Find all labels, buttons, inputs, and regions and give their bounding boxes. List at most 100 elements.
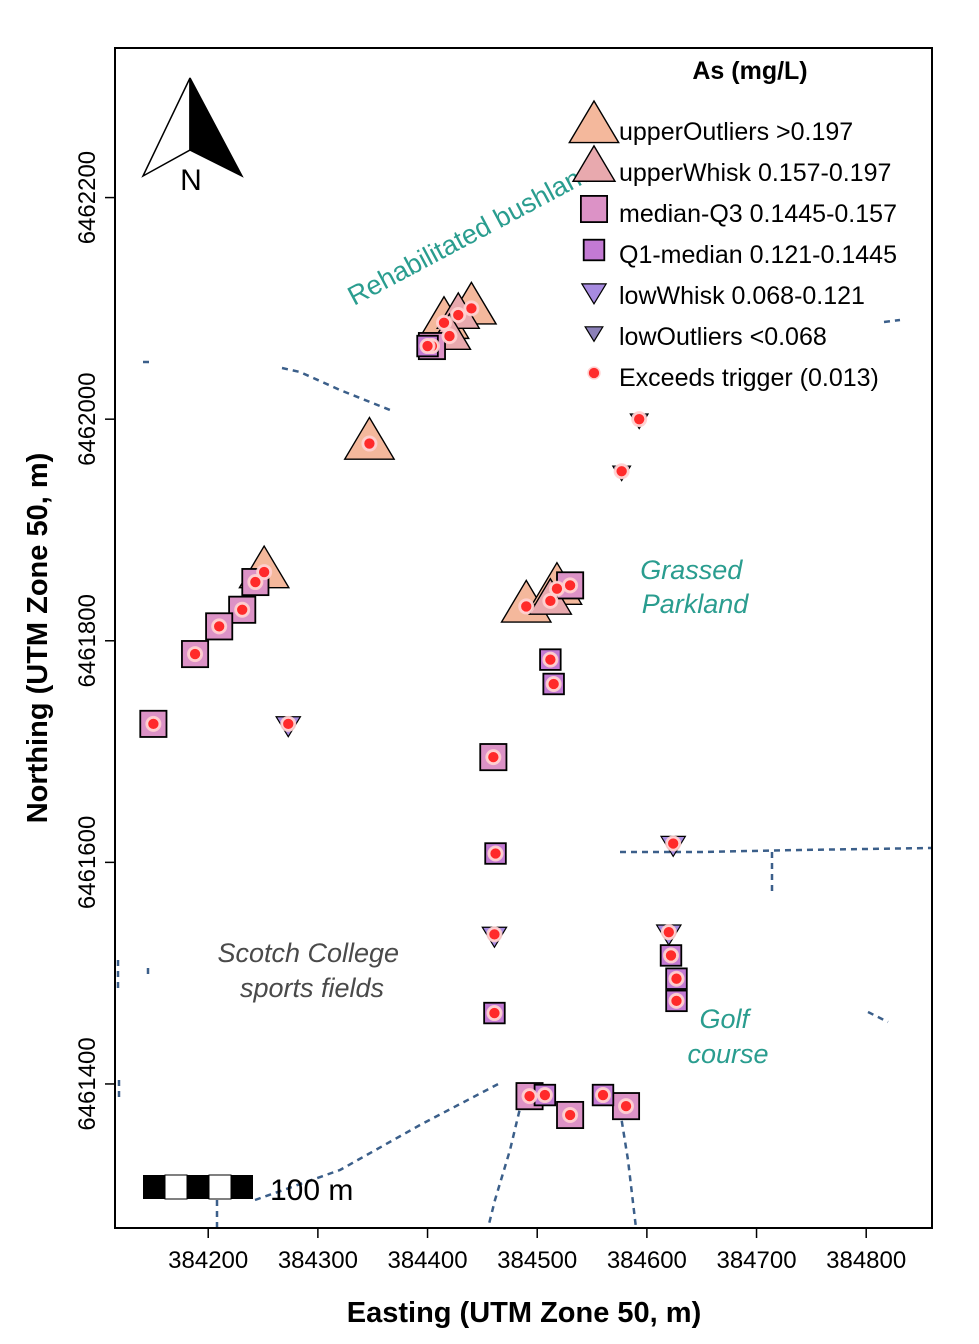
scale-bar-segment-5 [231,1175,253,1199]
y-tick-label-6462000: 6462000 [74,372,101,465]
exceeds-marker-6 [451,308,465,322]
exceeds-marker-26 [596,1088,610,1102]
exceeds-marker-12 [212,619,226,634]
legend-symbol-lowOutliers [584,326,604,343]
legend-symbol-medianQ3 [579,194,609,224]
boundary-line-northeast-stub [883,318,901,324]
exceeds-marker-13 [188,647,202,661]
legend-item-medianQ3: median-Q3 0.1445-0.157 [579,194,897,228]
exceeds-marker-32 [487,927,502,942]
exceeds-marker-16 [522,1089,537,1103]
exceeds-marker-31 [666,836,680,851]
plot-frame [114,47,933,1229]
y-tick-label-6462200: 6462200 [74,151,101,244]
scale-bar: 100 m [143,1174,353,1207]
legend-symbol-upperWhisk [571,144,617,182]
x-tick-label-384500: 384500 [497,1247,577,1274]
exceeds-marker-27 [664,948,678,963]
area-label-golf-line-2: course [687,1039,768,1069]
exceeds-marker-11 [235,603,249,617]
exceeds-marker-1 [257,565,271,579]
legend-label-exceeds: Exceeds trigger (0.013) [619,364,879,392]
x-tick-label-384200: 384200 [168,1247,248,1274]
exceeds-marker-7 [442,329,457,343]
exceeds-marker-28 [669,972,684,986]
area-label-parkland-line-1: Grassed [640,555,743,585]
scale-bar-segment-2 [164,1174,188,1200]
exceeds-marker-4 [519,599,533,614]
exceeds-marker-22 [546,677,561,691]
y-tick-label-6461800: 6461800 [74,594,101,687]
area-label-sports-fields: Scotch College sports fields [217,938,406,1003]
exceeds-marker-23 [488,846,503,861]
north-arrow-label: N [180,164,202,197]
legend-label-upperOutliers: upperOutliers >0.197 [619,118,853,146]
x-tick-label-384800: 384800 [826,1247,906,1274]
legend-item-upperOutliers: upperOutliers >0.197 [568,99,853,146]
legend-label-Q1median: Q1-median 0.121-0.1445 [619,241,897,269]
legend-symbol-lowWhisk [580,283,608,306]
legend-label-lowWhisk: lowWhisk 0.068-0.121 [619,282,865,310]
exceeds-marker-18 [619,1099,633,1113]
scale-bar-segment-4 [208,1174,232,1200]
y-axis: 6461400 6461600 6461800 6462000 6462200 [74,151,115,1131]
area-label-golf-course: Golf course [687,1004,768,1069]
plot-background [115,48,932,1228]
exceeds-marker-10 [248,575,263,589]
area-label-sports-line-2: sports fields [240,973,384,1003]
legend-title: As (mg/L) [692,57,807,85]
y-tick-label-6461600: 6461600 [74,816,101,909]
x-axis: 384200 384300 384400 384500 384600 384700 3848… [168,1228,906,1274]
exceeds-marker-30 [281,717,295,731]
legend-item-lowOutliers: lowOutliers <0.068 [584,323,827,351]
north-arrow: N [141,77,244,197]
y-tick-label-6461400: 6461400 [74,1037,101,1130]
exceeds-marker-25 [538,1088,552,1102]
legend-symbol-exceeds [587,366,601,380]
exceeds-marker-5 [550,582,564,596]
boundary-line-south-diagonal [254,1080,503,1202]
exceeds-marker-29 [669,994,684,1008]
legend: As (mg/L) upperOutliers >0.197 upperWhisk… [568,57,897,392]
exceeds-marker-20 [420,339,435,353]
legend-item-exceeds: Exceeds trigger (0.013) [587,364,879,392]
sample-points [139,281,688,1129]
north-arrow-right-half [189,77,244,178]
legend-label-medianQ3: median-Q3 0.1445-0.157 [619,200,897,228]
y-axis-title: Northing (UTM Zone 50, m) [22,453,54,824]
area-label-golf-line-1: Golf [699,1004,751,1034]
boundary-line-lane-west [486,1099,524,1228]
legend-label-upperWhisk: upperWhisk 0.157-0.197 [619,159,891,187]
legend-item-lowWhisk: lowWhisk 0.068-0.121 [580,282,865,310]
site-boundaries [116,318,932,1228]
legend-symbol-upperOutliers [568,99,620,144]
exceeds-marker-14 [146,717,161,731]
exceeds-marker-33 [662,925,676,939]
scale-bar-label: 100 m [270,1174,353,1207]
sample-point-medianQ3-6 [479,743,508,772]
legend-label-lowOutliers: lowOutliers <0.068 [619,323,827,351]
area-label-parkland-line-2: Parkland [642,589,750,619]
exceeds-marker-24 [487,1006,502,1020]
boundary-line-golf-east [867,1010,889,1024]
legend-item-Q1median: Q1-median 0.121-0.1445 [582,238,897,269]
area-label-sports-line-1: Scotch College [217,938,399,968]
exceeds-marker-35 [614,464,629,478]
scale-bar-segment-1 [143,1175,165,1199]
x-tick-label-384600: 384600 [607,1247,687,1274]
legend-item-upperWhisk: upperWhisk 0.157-0.197 [571,144,891,187]
exceeds-marker-15 [486,750,501,764]
exceeds-marker-3 [437,316,451,330]
scale-bar-segment-3 [187,1175,209,1199]
legend-items: upperOutliers >0.197 upperWhisk 0.157-0.1… [568,99,897,392]
exceeds-marker-9 [563,578,577,593]
exceeds-marker-17 [563,1108,577,1122]
exceeds-marker-21 [543,652,558,667]
exceeds-marker-2 [464,301,479,316]
boundary-line-bushland-edge [281,366,391,412]
exceeds-marker-8 [543,594,558,608]
boundary-line-lane-east [618,1109,638,1228]
x-tick-label-384300: 384300 [278,1247,358,1274]
exceeds-marker-0 [362,436,377,451]
